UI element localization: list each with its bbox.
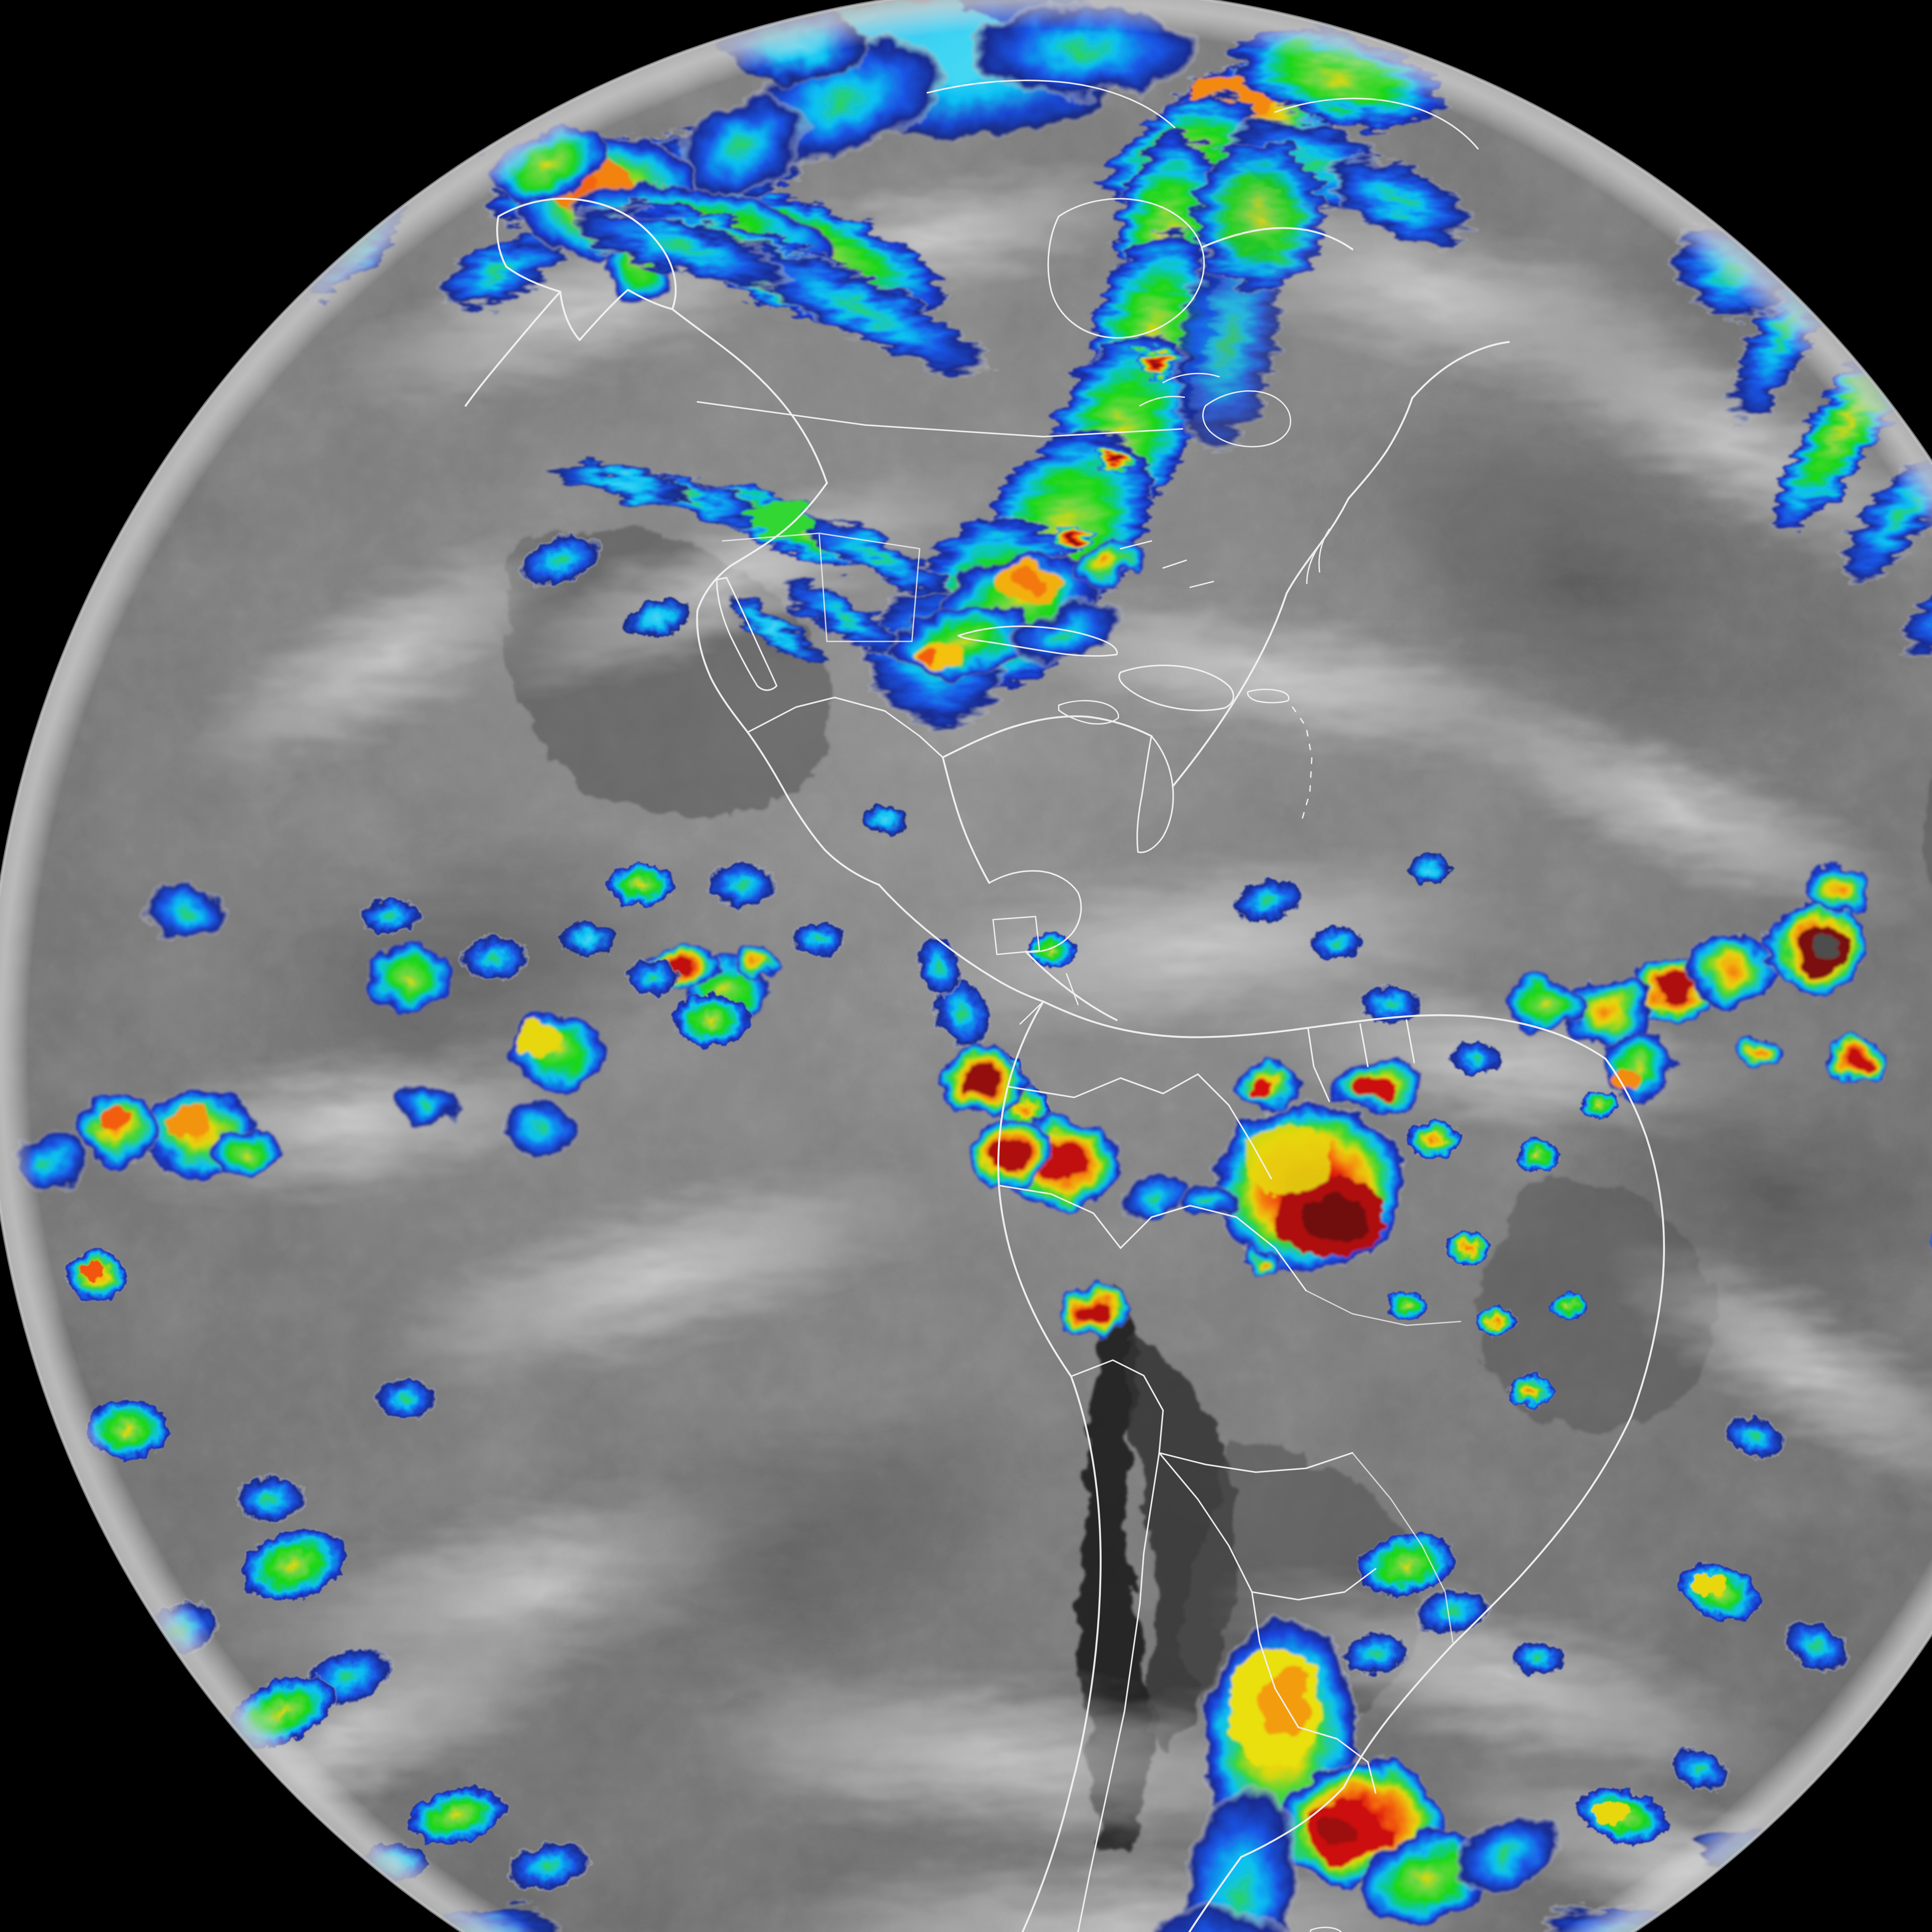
satellite-image-viewport xyxy=(0,0,1932,1932)
globe-canvas xyxy=(0,0,1932,1932)
full-disk-earth xyxy=(0,0,1932,1932)
